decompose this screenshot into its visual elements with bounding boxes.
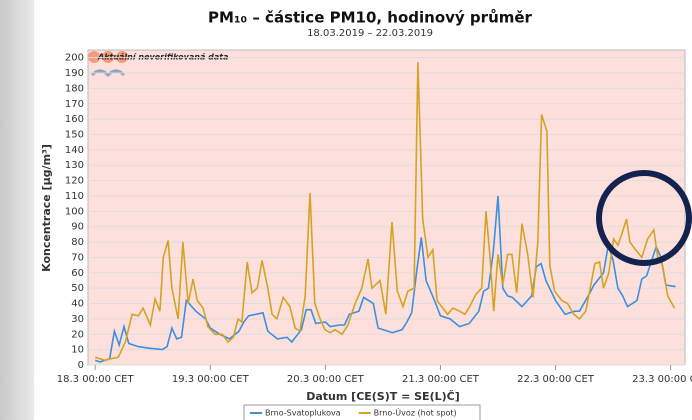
y-tick-label: 180 xyxy=(65,83,84,94)
y-tick-label: 0 xyxy=(78,360,84,371)
y-tick-label: 140 xyxy=(65,145,84,156)
series-line xyxy=(94,62,676,362)
y-tick-label: 50 xyxy=(71,283,84,294)
y-tick-label: 200 xyxy=(65,53,84,64)
y-tick-label: 170 xyxy=(65,99,84,110)
x-tick-label: 20.3 00:00 CET xyxy=(287,374,365,385)
y-tick-label: 20 xyxy=(71,329,84,340)
x-tick-label: 19.3 00:00 CET xyxy=(172,374,250,385)
y-tick-label: 90 xyxy=(71,222,84,233)
y-tick-label: 40 xyxy=(71,299,84,310)
y-tick-label: 70 xyxy=(71,252,84,263)
legend-label: Brno-Svatoplukova xyxy=(265,409,341,418)
y-tick-label: 10 xyxy=(71,345,84,356)
chart-subtitle: 18.03.2019 – 22.03.2019 xyxy=(307,28,433,39)
annotation: Aktuální neverifikovaná data xyxy=(97,53,229,62)
x-tick-label: 18.3 00:00 CET xyxy=(57,374,135,385)
annotation-icon xyxy=(88,51,128,78)
y-tick-label: 30 xyxy=(71,314,84,325)
y-axis-label: Koncentrace [µg/m³] xyxy=(40,144,53,272)
y-tick-label: 160 xyxy=(65,114,84,125)
y-tick-label: 150 xyxy=(65,130,84,141)
legend-label: Brno-Úvoz (hot spot) xyxy=(374,407,457,418)
y-tick-label: 100 xyxy=(65,206,84,217)
y-tick-label: 120 xyxy=(65,176,84,187)
x-axis-label: Datum [CE(S)T = SE(L)Č] xyxy=(306,390,460,403)
highlight-circle xyxy=(596,170,692,266)
x-tick-label: 23.3 00:00 CET xyxy=(632,374,692,385)
y-tick-label: 110 xyxy=(65,191,84,202)
sidebar xyxy=(0,0,34,420)
y-tick-label: 130 xyxy=(65,160,84,171)
y-tick-label: 80 xyxy=(71,237,84,248)
x-tick-label: 21.3 00:00 CET xyxy=(402,374,480,385)
y-tick-label: 190 xyxy=(65,68,84,79)
chart-title: PM₁₀ – částice PM10, hodinový průměr xyxy=(208,9,533,27)
x-tick-label: 22.3 00:00 CET xyxy=(517,374,595,385)
y-tick-label: 60 xyxy=(71,268,84,279)
